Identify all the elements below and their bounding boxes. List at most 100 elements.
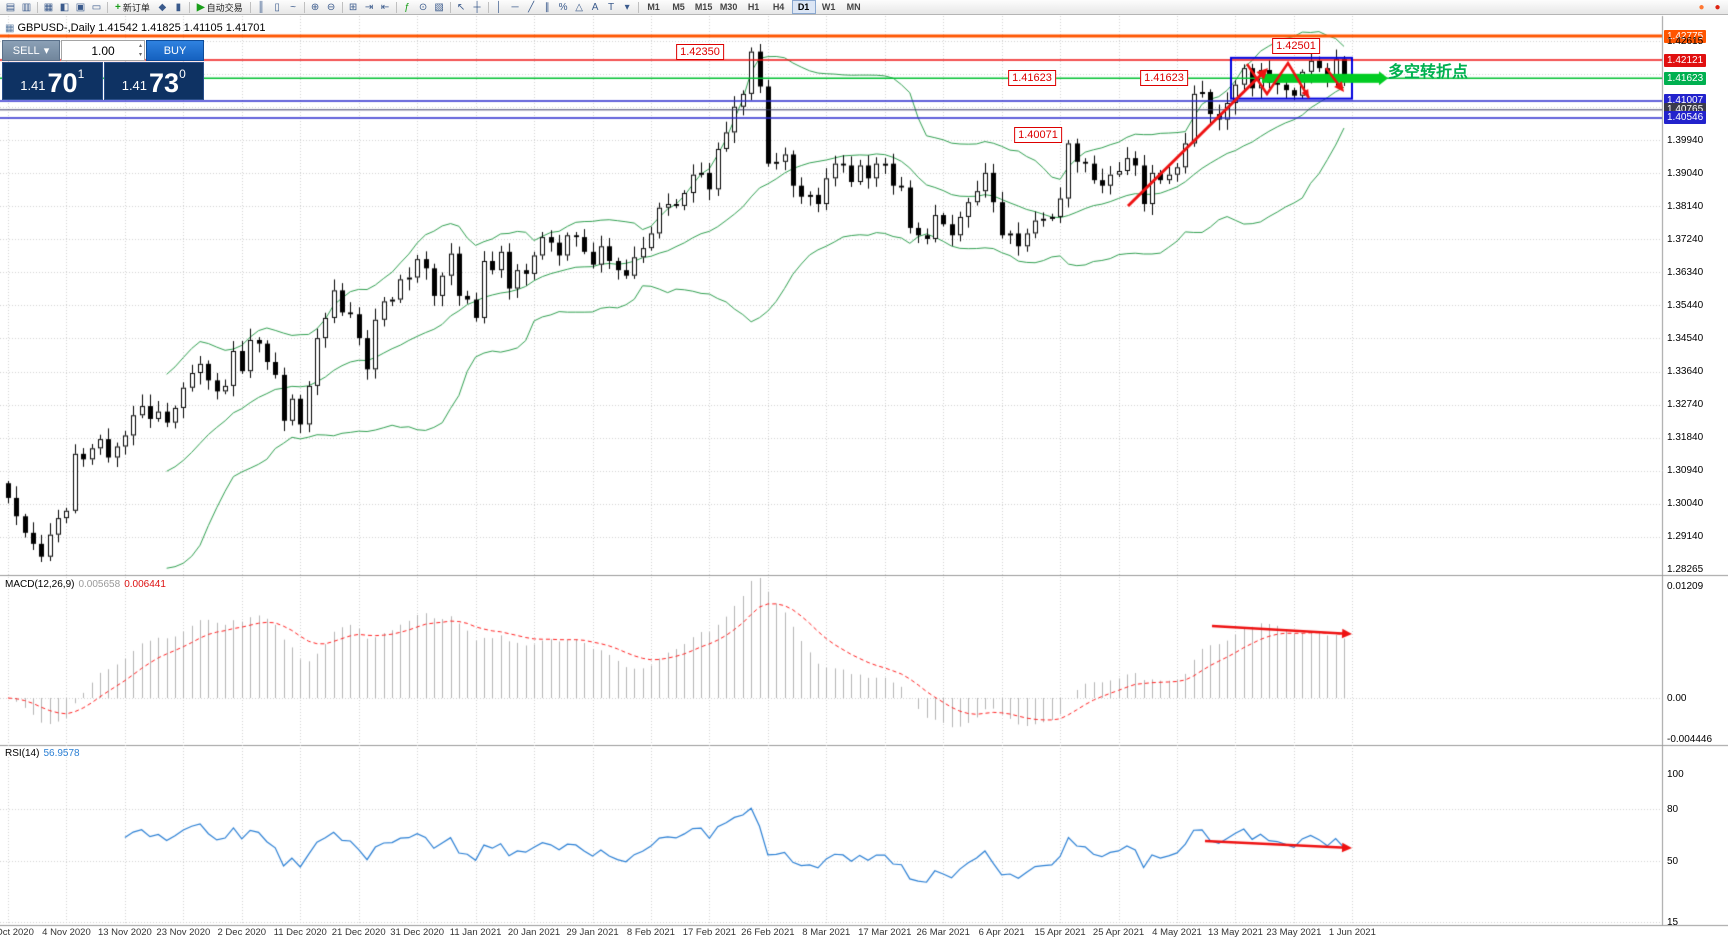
periods-icon[interactable]: ⊙	[416, 1, 431, 14]
navigator-icon[interactable]: ▣	[73, 1, 88, 14]
sell-price-prefix: 1.41	[20, 78, 46, 93]
fibonacci-icon: %	[558, 1, 568, 13]
line-chart-icon: ~	[290, 1, 296, 13]
templates-icon[interactable]: ▧	[432, 1, 447, 14]
horizontal-line-icon: ─	[511, 1, 519, 13]
chart-shift-icon[interactable]: ⇤	[378, 1, 393, 14]
zoom-in-icon: ⊕	[310, 1, 320, 13]
timeframe-m1[interactable]: M1	[647, 2, 660, 12]
sell-button[interactable]: SELL ▾	[2, 40, 60, 61]
zoom-in-icon[interactable]: ⊕	[308, 1, 323, 14]
metaeditor-icon[interactable]: ◆	[155, 1, 170, 14]
periods-icon: ⊙	[418, 1, 428, 13]
timeframe-m30[interactable]: M30	[719, 2, 738, 12]
sell-price[interactable]: 1.41 70 1	[2, 62, 103, 100]
timeframe-m5[interactable]: M5	[672, 2, 685, 12]
toolbar-separator	[249, 1, 251, 13]
shapes-icon: △	[575, 1, 583, 13]
label-icon[interactable]: T	[604, 1, 619, 14]
market-watch-icon: ▦	[43, 1, 54, 13]
new-order-button-label: 新订单	[122, 2, 150, 13]
alert-icon[interactable]: ●	[1714, 1, 1721, 13]
terminal-icon[interactable]: ▭	[89, 1, 104, 14]
buy-price-big: 73	[149, 68, 180, 98]
history-center-icon[interactable]: ▮	[171, 1, 186, 14]
buy-button-label: BUY	[163, 44, 187, 57]
tile-windows-icon[interactable]: ⊞	[346, 1, 361, 14]
history-center-icon: ▮	[175, 1, 182, 13]
rsi-indicator-label: RSI(14) 56.9578	[5, 748, 80, 759]
cursor-icon: ↖	[456, 1, 466, 13]
text-icon[interactable]: A	[588, 1, 603, 14]
horizontal-line-icon[interactable]: ─	[508, 1, 523, 14]
chart-shift-icon: ⇤	[380, 1, 390, 13]
stepper-down-icon[interactable]: ▾	[138, 52, 142, 58]
new-order-button[interactable]: + 新订单	[111, 1, 154, 14]
macd-indicator-label: MACD(12,26,9) 0.005658 0.006441	[5, 579, 166, 590]
tile-windows-icon: ⊞	[348, 1, 358, 13]
buy-price[interactable]: 1.41 73 0	[103, 62, 204, 100]
autotrading-button-label: 自动交易	[206, 2, 243, 13]
timeframe-mn[interactable]: MN	[846, 2, 861, 12]
zoom-out-icon: ⊖	[326, 1, 336, 13]
label-icon: T	[608, 1, 615, 13]
shapes-icon[interactable]: △	[572, 1, 587, 14]
profiles-icon: ▥	[21, 1, 32, 13]
new-chart-icon[interactable]: ▤	[3, 1, 18, 14]
zoom-out-icon[interactable]: ⊖	[324, 1, 339, 14]
profiles-icon[interactable]: ▥	[19, 1, 34, 14]
auto-scroll-icon: ⇥	[364, 1, 374, 13]
bars-chart-icon[interactable]: ║	[254, 1, 269, 14]
channel-icon: ∥	[544, 1, 550, 13]
volume-stepper[interactable]: ▴ ▾	[139, 42, 142, 60]
indicators-icon[interactable]: ƒ	[400, 1, 415, 14]
arrows-icon[interactable]: ▾	[620, 1, 635, 14]
data-window-icon[interactable]: ◧	[57, 1, 72, 14]
chevron-down-icon: ▾	[43, 45, 50, 57]
trendline-icon[interactable]: ╱	[524, 1, 539, 14]
buy-price-sup: 0	[179, 67, 186, 81]
fibonacci-icon[interactable]: %	[556, 1, 571, 14]
indicators-icon: ƒ	[404, 1, 410, 13]
toolbar-separator	[37, 1, 38, 13]
toolbar-separator	[487, 1, 489, 13]
timeframe-w1[interactable]: W1	[821, 2, 836, 12]
new-chart-icon: ▤	[5, 1, 16, 13]
autotrading-icon: ▶	[196, 1, 205, 13]
autotrading-button[interactable]: ▶ 自动交易	[193, 1, 247, 14]
volume-input[interactable]: 1.00 ▴ ▾	[61, 40, 145, 61]
one-click-trading-panel: SELL ▾ 1.00 ▴ ▾ BUY 1.41 70 1 1.41 73 0	[2, 40, 204, 100]
timeframe-d1[interactable]: D1	[791, 0, 816, 14]
timeframe-h4[interactable]: H4	[772, 2, 785, 12]
macd-name: MACD(12,26,9)	[5, 579, 75, 590]
chart-icon: ▦	[5, 23, 15, 34]
sell-button-label: SELL	[12, 44, 40, 57]
timeframe-h1[interactable]: H1	[747, 2, 760, 12]
channel-icon[interactable]: ∥	[540, 1, 555, 14]
stepper-up-icon[interactable]: ▴	[138, 43, 142, 49]
cursor-icon[interactable]: ↖	[454, 1, 469, 14]
candles-chart-icon[interactable]: ▯	[270, 1, 285, 14]
vertical-line-icon: │	[495, 1, 503, 13]
toolbar-separator	[341, 1, 343, 13]
record-icon[interactable]: ●	[1698, 1, 1705, 13]
buy-button[interactable]: BUY	[146, 40, 204, 61]
crosshair-icon[interactable]: ┼	[470, 1, 485, 14]
sell-price-big: 70	[47, 68, 78, 98]
line-chart-icon[interactable]: ~	[286, 1, 301, 14]
navigator-icon: ▣	[75, 1, 86, 13]
chart-title: ▦ GBPUSD-,Daily 1.41542 1.41825 1.41105 1…	[5, 22, 266, 34]
ohlc-values: 1.41542 1.41825 1.41105 1.41701	[98, 22, 266, 34]
symbol-period-label: GBPUSD-,Daily	[17, 22, 96, 34]
market-watch-icon[interactable]: ▦	[41, 1, 56, 14]
crosshair-icon: ┼	[473, 1, 481, 13]
timeframe-m15[interactable]: M15	[694, 2, 713, 12]
bars-chart-icon: ║	[257, 1, 265, 13]
vertical-line-icon[interactable]: │	[492, 1, 507, 14]
auto-scroll-icon[interactable]: ⇥	[362, 1, 377, 14]
macd-signal-value: 0.006441	[124, 579, 166, 590]
toolbar-separator	[188, 1, 190, 13]
buy-price-prefix: 1.41	[121, 78, 148, 93]
